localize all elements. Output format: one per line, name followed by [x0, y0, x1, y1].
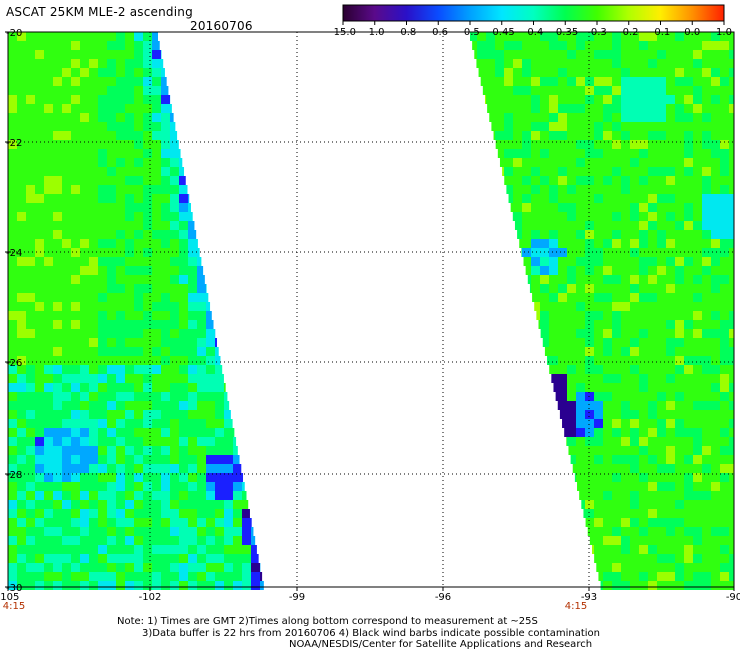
y-tick-label: -22 — [6, 138, 22, 149]
x-tick-label: -90 — [726, 592, 740, 603]
colorbar-tick-label: -0.3 — [587, 27, 607, 38]
x-tick-label: -99 — [289, 592, 305, 603]
time-label: 4:15 — [3, 601, 25, 612]
note-line-3: NOAA/NESDIS/Center for Satellite Applica… — [289, 639, 592, 651]
colorbar-tick-label: -0.5 — [460, 27, 480, 38]
time-label: 4:15 — [565, 601, 587, 612]
y-tick-label: -20 — [6, 28, 22, 39]
y-tick-label: -26 — [6, 358, 22, 369]
y-tick-label: -28 — [6, 470, 22, 481]
swath-left — [8, 32, 264, 590]
note-line-1: Note: 1) Times are GMT 2)Times along bot… — [117, 616, 538, 628]
colorbar-tick-label: -0.45 — [489, 27, 515, 38]
y-tick-label: -24 — [6, 248, 22, 259]
colorbar-tick-label: -0.4 — [524, 27, 544, 38]
colorbar-tick-label: 1.0 — [716, 27, 732, 38]
x-tick-label: -102 — [139, 592, 162, 603]
colorbar-tick-label: -0.8 — [397, 27, 417, 38]
y-tick-label: -30 — [6, 583, 22, 594]
colorbar-tick-label: -0.1 — [651, 27, 671, 38]
swath-right — [470, 32, 734, 590]
colorbar-tick-label: -1.0 — [365, 27, 385, 38]
colorbar-tick-label: 0.0 — [684, 27, 700, 38]
colorbar-tick-label: -15.0 — [330, 27, 356, 38]
colorbar-gradient — [343, 5, 724, 21]
colorbar-tick-label: -0.6 — [428, 27, 448, 38]
colorbar-tick-label: -0.2 — [619, 27, 639, 38]
colorbar-tick-label: -0.35 — [552, 27, 578, 38]
x-tick-label: -96 — [435, 592, 451, 603]
